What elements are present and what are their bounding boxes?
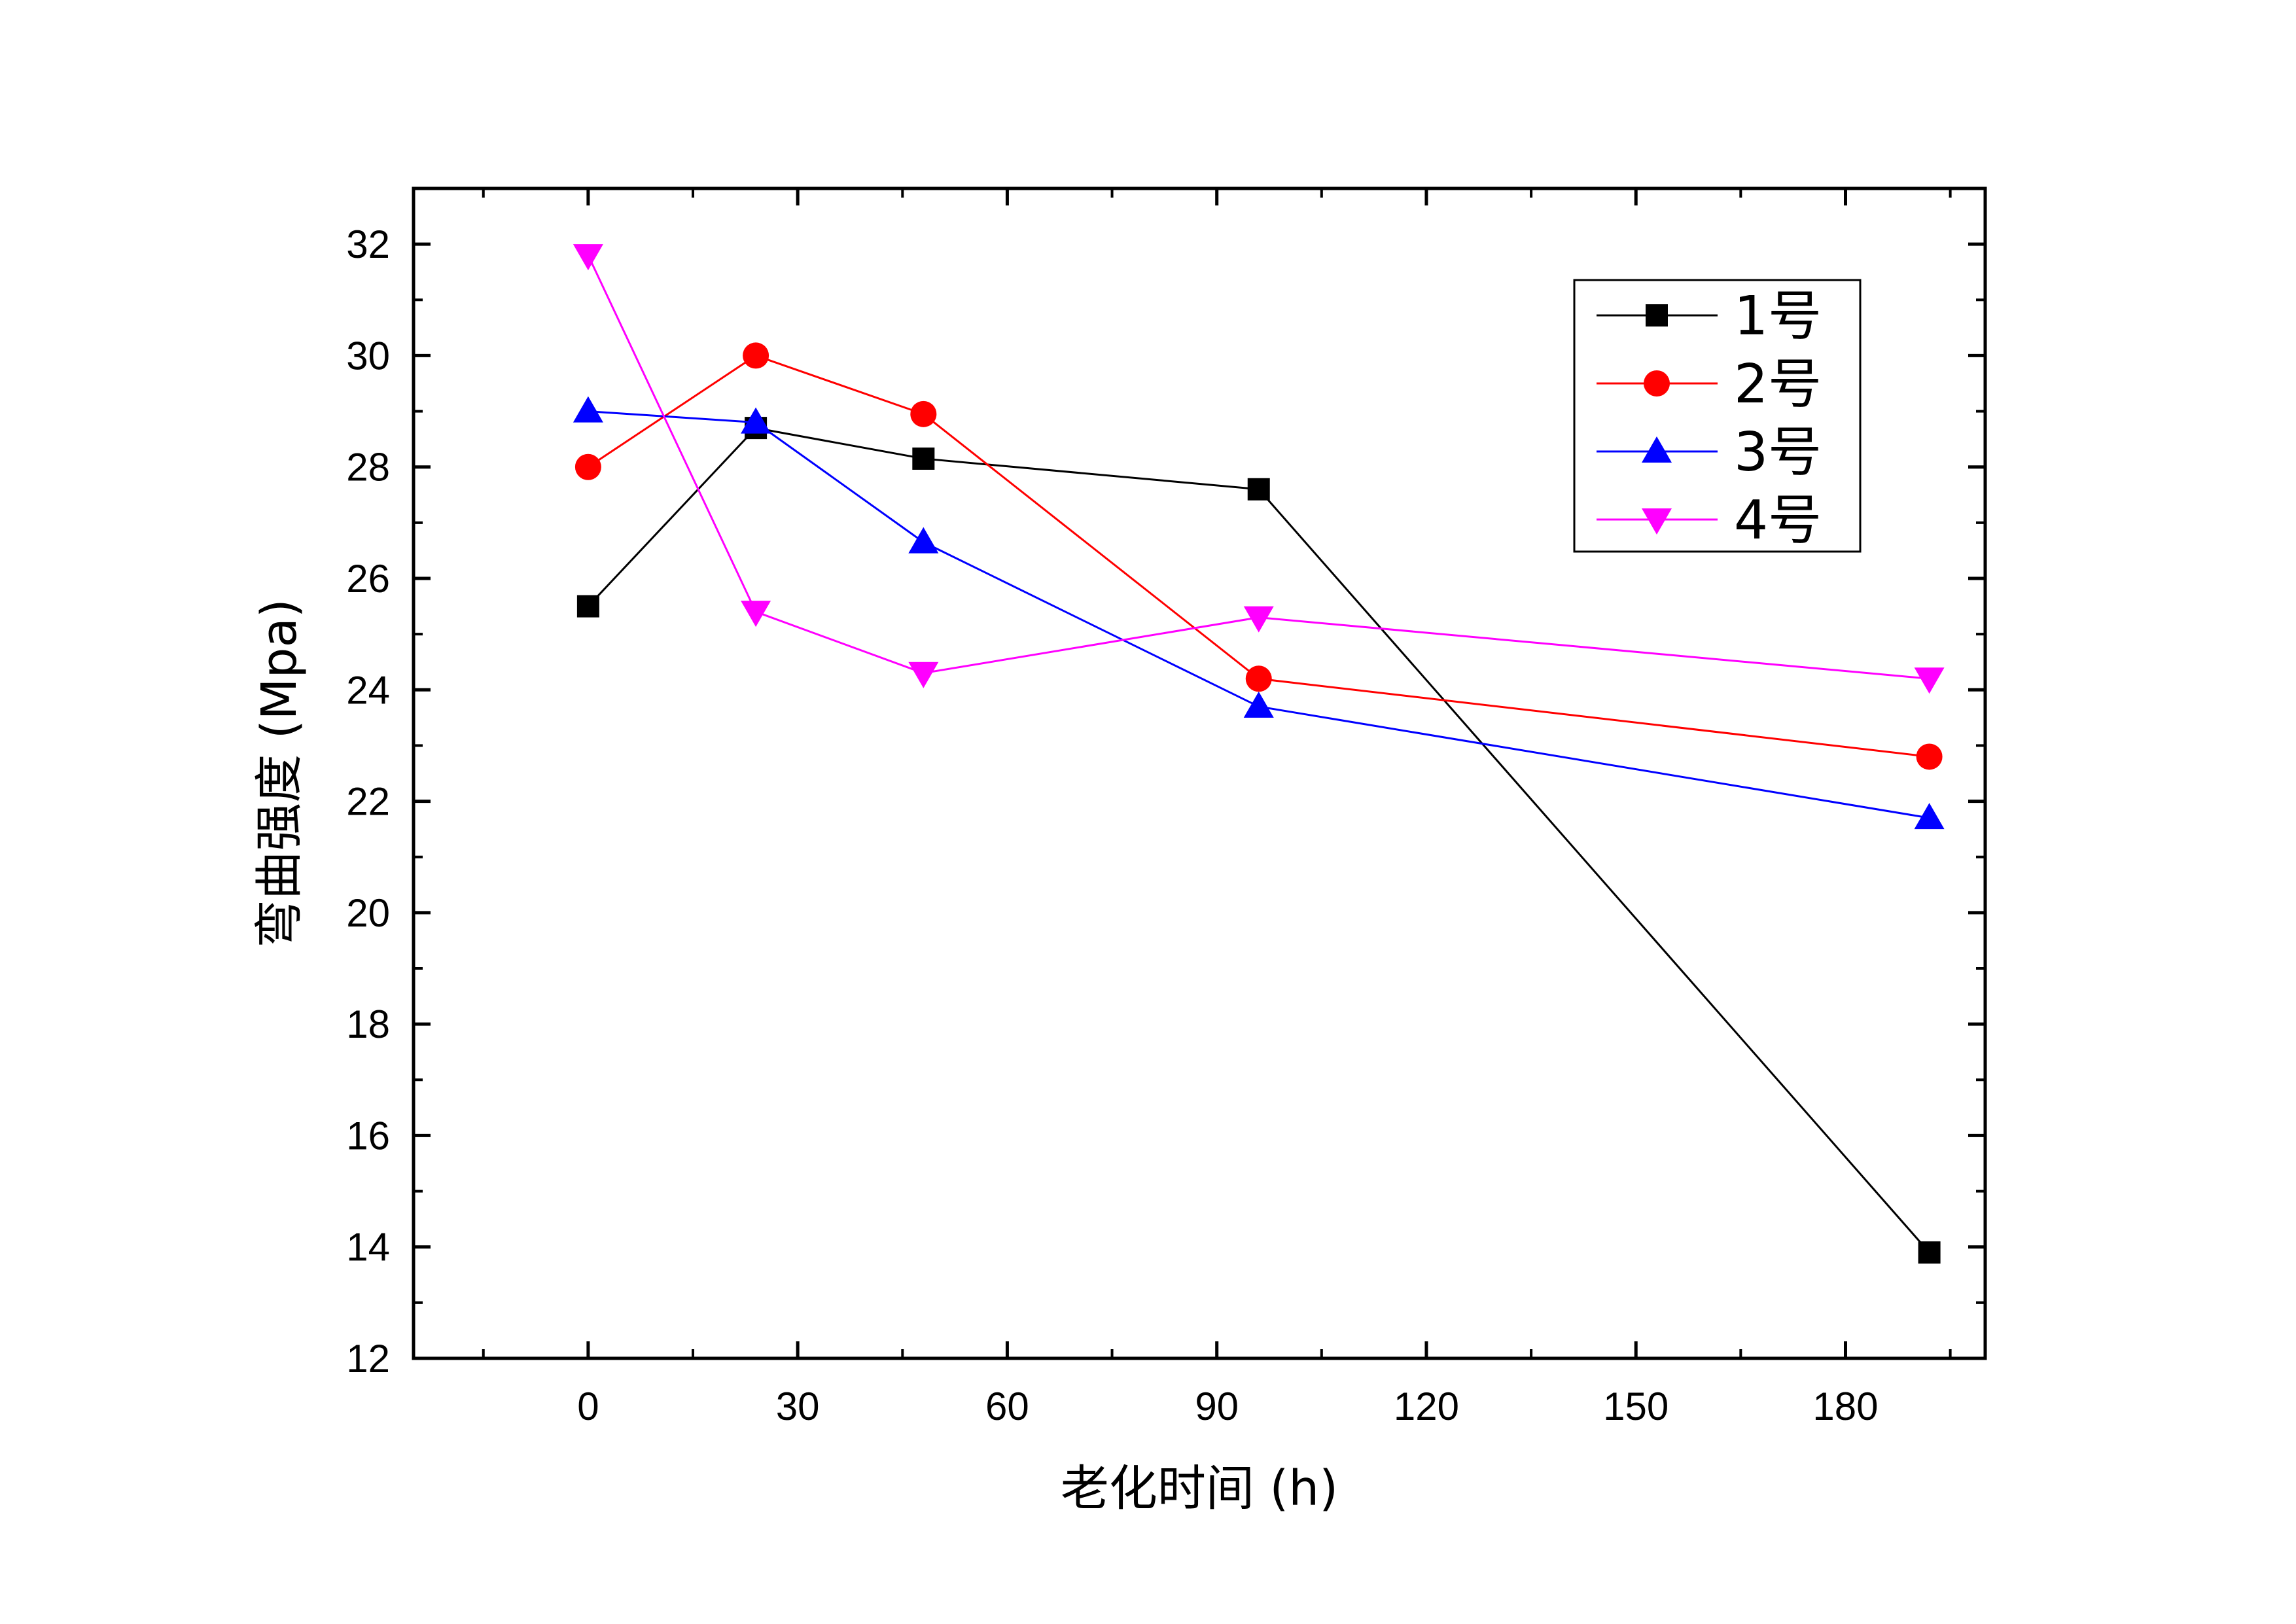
legend-entry: 3号 — [1597, 421, 1822, 484]
legend-label: 1号 — [1734, 285, 1822, 347]
y-tick-label: 18 — [346, 1002, 390, 1046]
data-point — [741, 601, 771, 627]
data-point — [1914, 803, 1945, 830]
x-axis-ticks: 0 30 60 90 120 150 180 — [482, 188, 1952, 1428]
x-tick-label: 120 — [1394, 1385, 1459, 1428]
x-tick-label: 90 — [1195, 1385, 1239, 1428]
data-point — [743, 342, 769, 369]
y-axis-title: 弯曲强度 (Mpa) — [251, 599, 308, 947]
data-point — [1916, 743, 1943, 770]
y-tick-label: 24 — [346, 668, 390, 712]
y-tick-label: 32 — [346, 222, 390, 266]
data-point — [574, 453, 601, 480]
data-point — [910, 400, 937, 427]
y-tick-label: 20 — [346, 891, 390, 935]
y-tick-label: 12 — [346, 1337, 390, 1381]
y-tick-label: 30 — [346, 334, 390, 378]
legend-marker — [1644, 370, 1670, 397]
data-point — [1918, 1241, 1941, 1264]
x-axis-title: 老化时间 (h) — [1061, 1460, 1338, 1517]
y-axis-ticks: 12 14 16 18 20 22 24 26 28 30 32 — [346, 222, 1985, 1381]
legend-frame — [1573, 279, 1862, 553]
y-tick-label: 28 — [346, 446, 390, 489]
data-point — [576, 595, 599, 618]
data-point — [1243, 606, 1274, 633]
data-point — [912, 447, 935, 470]
y-tick-label: 26 — [346, 557, 390, 601]
series-layer — [573, 244, 1945, 1264]
data-point — [1914, 667, 1945, 694]
legend-marker — [1642, 508, 1672, 535]
series-2 — [574, 342, 1943, 770]
y-tick-label: 22 — [346, 780, 390, 824]
data-point — [1243, 691, 1274, 718]
legend-marker — [1642, 436, 1672, 463]
x-tick-label: 0 — [577, 1385, 599, 1428]
x-tick-label: 60 — [985, 1385, 1029, 1428]
legend-label: 3号 — [1734, 421, 1822, 484]
series-4 — [573, 244, 1945, 694]
data-point — [1247, 478, 1270, 501]
data-point — [908, 527, 939, 554]
x-tick-label: 150 — [1603, 1385, 1669, 1428]
data-point — [573, 396, 603, 423]
data-point — [573, 244, 603, 271]
legend-label: 4号 — [1734, 489, 1822, 552]
data-point — [741, 407, 771, 434]
data-point — [908, 662, 939, 688]
legend-entry: 4号 — [1597, 489, 1822, 552]
x-tick-label: 180 — [1812, 1385, 1878, 1428]
y-tick-label: 14 — [346, 1226, 390, 1269]
plot-area-frame — [412, 186, 1987, 1360]
legend-label: 2号 — [1734, 353, 1822, 415]
data-point — [1245, 665, 1272, 692]
series-3 — [573, 396, 1945, 830]
legend-entry: 2号 — [1597, 353, 1822, 415]
legend-entry: 1号 — [1597, 285, 1822, 347]
y-tick-label: 16 — [346, 1114, 390, 1157]
legend-marker — [1646, 304, 1668, 327]
x-tick-label: 30 — [776, 1385, 820, 1428]
